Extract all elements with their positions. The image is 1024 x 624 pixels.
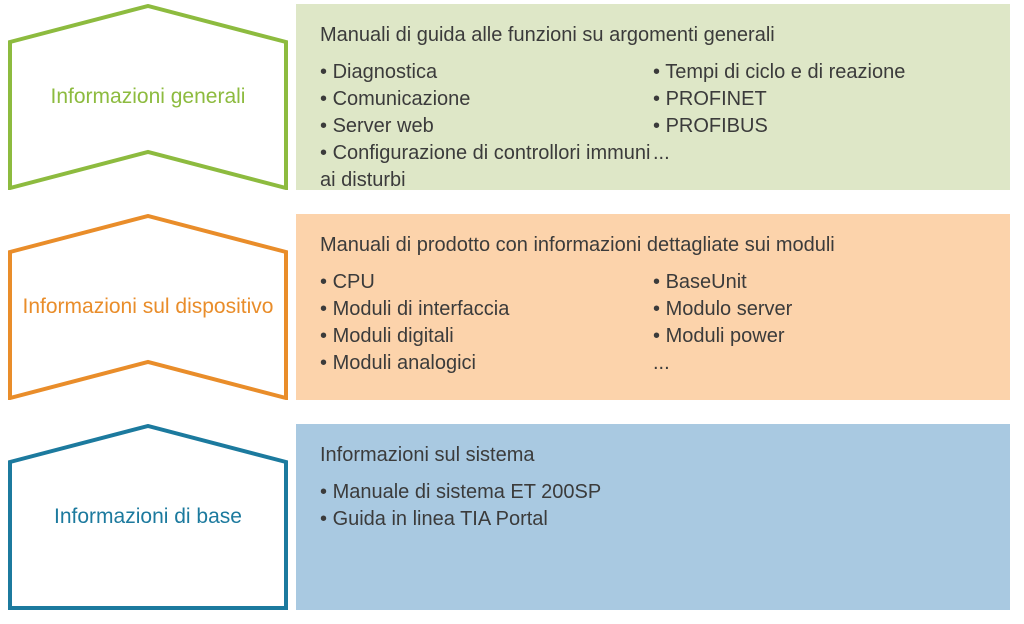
item-list: Manuale di sistema ET 200SPGuida in line… [320,479,653,533]
list-item: CPU [320,269,653,296]
content-column: DiagnosticaComunicazioneServer webConfig… [320,59,653,194]
list-item: Manuale di sistema ET 200SP [320,479,653,506]
content-column [653,479,986,533]
row-device: Manuali di prodotto con informazioni det… [0,214,1024,400]
list-item: Moduli di interfaccia [320,296,653,323]
content-column: BaseUnitModulo serverModuli power... [653,269,986,377]
list-item: Moduli digitali [320,323,653,350]
content-columns: Manuale di sistema ET 200SPGuida in line… [320,479,986,533]
list-item: Comunicazione [320,86,653,113]
content-columns: CPUModuli di interfacciaModuli digitaliM… [320,269,986,377]
list-item: Diagnostica [320,59,653,86]
list-item: PROFIBUS [653,113,986,140]
content-column: Manuale di sistema ET 200SPGuida in line… [320,479,653,533]
list-item: Configurazione di controllori immuni ai … [320,140,653,194]
badge-label-device: Informazioni sul dispositivo [8,214,288,400]
content-heading: Manuali di guida alle funzioni su argome… [320,22,986,49]
item-list: Tempi di ciclo e di reazionePROFINETPROF… [653,59,986,167]
content-panel-general: Manuali di guida alle funzioni su argome… [296,4,1010,190]
badge-text: Informazioni generali [51,84,246,109]
list-item: Moduli power [653,323,986,350]
item-list: CPUModuli di interfacciaModuli digitaliM… [320,269,653,377]
list-item: Guida in linea TIA Portal [320,506,653,533]
list-item: ... [653,350,986,377]
badge-label-general: Informazioni generali [8,4,288,190]
item-list: DiagnosticaComunicazioneServer webConfig… [320,59,653,194]
content-panel-device: Manuali di prodotto con informazioni det… [296,214,1010,400]
content-heading: Manuali di prodotto con informazioni det… [320,232,986,259]
list-item: Moduli analogici [320,350,653,377]
content-heading: Informazioni sul sistema [320,442,986,469]
badge-label-base: Informazioni di base [8,424,288,610]
list-item: BaseUnit [653,269,986,296]
list-item: PROFINET [653,86,986,113]
content-columns: DiagnosticaComunicazioneServer webConfig… [320,59,986,194]
row-general: Manuali di guida alle funzioni su argome… [0,4,1024,190]
list-item: Tempi di ciclo e di reazione [653,59,986,86]
content-panel-base: Informazioni sul sistema Manuale di siste… [296,424,1010,610]
content-column: Tempi di ciclo e di reazionePROFINETPROF… [653,59,986,194]
badge-text: Informazioni di base [54,504,242,529]
badge-text: Informazioni sul dispositivo [23,294,274,319]
content-column: CPUModuli di interfacciaModuli digitaliM… [320,269,653,377]
list-item: Server web [320,113,653,140]
item-list: BaseUnitModulo serverModuli power... [653,269,986,377]
list-item: ... [653,140,986,167]
list-item: Modulo server [653,296,986,323]
row-base: Informazioni sul sistema Manuale di siste… [0,424,1024,610]
